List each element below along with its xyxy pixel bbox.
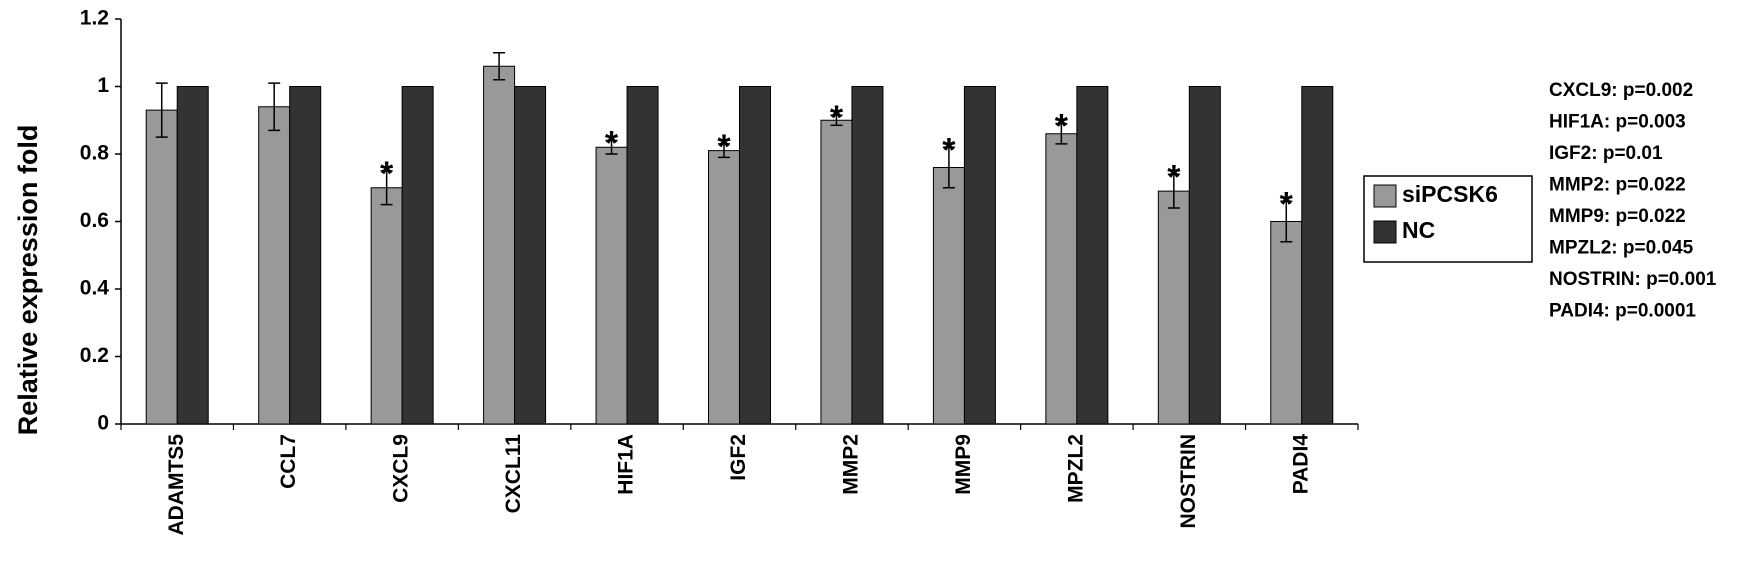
x-tick-label: CCL7 [277,434,300,489]
bar [851,86,884,425]
x-tick-label: NOSTRIN [1177,434,1200,529]
bar [1270,221,1303,425]
bar [932,167,965,425]
legend-label: NC [1402,217,1435,243]
error-bar [1055,122,1068,145]
x-tick-label: MMP2 [840,434,863,495]
significance-mark: * [830,99,844,137]
y-tick-label: 1 [97,74,109,97]
error-bar [380,170,393,206]
bar [258,106,291,425]
error-bar [718,143,730,159]
bar [820,119,853,425]
x-tick-label: CXCL9 [390,434,413,503]
error-bar [1167,173,1180,209]
x-tick-label: CXCL11 [502,434,525,514]
error-bar [155,82,168,138]
annotation: NOSTRIN: p=0.001 [1549,269,1717,290]
x-tick-label: MPZL2 [1064,434,1087,503]
bar [145,109,178,425]
bar [595,146,628,425]
annotation: MPZL2: p=0.045 [1549,238,1694,259]
legend-swatch [1373,184,1397,208]
y-tick-label: 0.6 [80,209,109,232]
significance-mark: * [1055,108,1069,146]
x-tick-label: IGF2 [727,434,750,481]
bar [963,86,996,425]
bar [739,86,771,425]
significance-mark: * [605,125,619,163]
y-axis-label: Relative expression fold [13,125,43,436]
annotation: IGF2: p=0.01 [1549,143,1663,164]
bar [483,65,516,425]
error-bar [830,114,843,127]
significance-mark: * [380,155,394,193]
significance-mark: * [1167,158,1181,196]
legend-label: siPCSK6 [1402,181,1498,207]
x-tick-label: HIF1A [615,434,638,495]
error-bar [942,146,955,189]
y-tick-label: 0.4 [80,277,110,300]
x-tick-label: MMP9 [952,434,975,495]
bar [289,86,322,425]
bar [1045,133,1078,425]
bar [1188,86,1221,425]
bar [1157,190,1190,425]
x-tick-label: ADAMTS5 [165,434,188,536]
annotation: MMP2: p=0.022 [1549,175,1686,196]
bar [626,86,659,425]
bar [176,86,209,425]
bar [1301,86,1334,425]
y-tick-label: 1.2 [80,7,109,30]
significance-mark: * [942,131,956,169]
error-bar [1280,200,1293,243]
legend-box [1363,175,1533,263]
significance-mark: * [717,128,731,166]
bar [514,86,547,425]
error-bar [605,139,618,155]
x-tick-label: PADI4 [1289,434,1312,495]
bar [401,86,434,425]
significance-mark: * [1280,185,1294,223]
error-bar [493,52,506,81]
legend-swatch [1373,220,1397,244]
annotation: HIF1A: p=0.003 [1549,112,1686,133]
annotation: CXCL9: p=0.002 [1549,80,1693,101]
bar [1076,86,1109,425]
bar [708,150,740,425]
annotation: MMP9: p=0.022 [1549,206,1686,227]
y-tick-label: 0.2 [80,344,109,367]
bar [370,187,403,425]
error-bar [268,82,281,132]
y-tick-label: 0 [97,412,109,435]
y-tick-label: 0.8 [80,142,110,165]
annotation: PADI4: p=0.0001 [1549,301,1696,322]
